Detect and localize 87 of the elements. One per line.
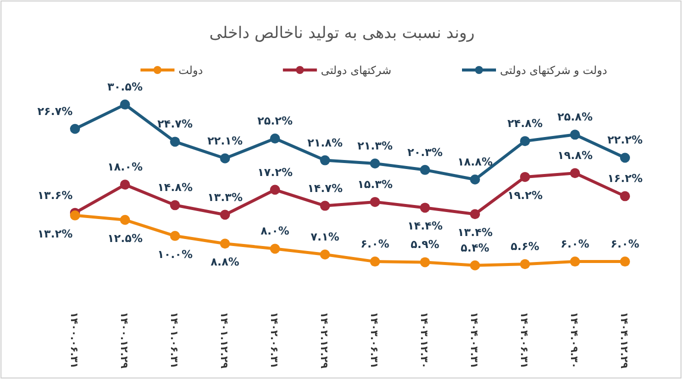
point bbox=[220, 153, 230, 164]
data-label: ۱۴.۷% bbox=[307, 182, 343, 195]
data-label: ۱۴.۴% bbox=[407, 220, 443, 233]
x-tick-label: ۱۴۰۴.۰۶.۳۱ bbox=[518, 312, 529, 368]
data-label: ۱۳.۶% bbox=[37, 188, 73, 202]
data-label: ۵.۹% bbox=[410, 238, 440, 252]
point bbox=[270, 244, 280, 254]
data-label: ۱۸.۰% bbox=[107, 160, 143, 174]
point bbox=[520, 259, 530, 270]
point bbox=[520, 172, 530, 182]
data-label: ۱۹.۸% bbox=[557, 149, 593, 162]
point bbox=[520, 136, 530, 146]
point bbox=[620, 256, 630, 267]
point bbox=[470, 209, 480, 220]
data-label: ۲۴.۸% bbox=[507, 117, 543, 130]
data-label: ۲۵.۸% bbox=[557, 110, 593, 124]
point bbox=[470, 174, 480, 185]
point bbox=[70, 124, 80, 134]
legend-label: شرکتهای دولتی bbox=[320, 64, 392, 77]
point bbox=[420, 257, 430, 268]
data-label: ۲۴.۷% bbox=[157, 118, 193, 131]
data-label: ۱۰.۰% bbox=[157, 248, 193, 261]
data-label: ۲۲.۲% bbox=[607, 134, 643, 147]
data-label: ۵.۶% bbox=[510, 240, 540, 254]
point bbox=[270, 134, 280, 144]
x-tick-label: ۱۴۰۳.۰۶.۳۱ bbox=[368, 312, 379, 368]
x-tick-label: ۱۴۰۲.۱۲.۲۹ bbox=[318, 312, 329, 368]
data-label: ۷.۱% bbox=[310, 230, 340, 244]
point bbox=[320, 200, 330, 211]
point bbox=[120, 180, 130, 190]
x-tick-label: ۱۴۰۲.۰۶.۳۱ bbox=[268, 312, 279, 368]
chart-title: روند نسبت بدهی به تولید ناخالص داخلی bbox=[209, 23, 475, 42]
data-label: ۸.۰% bbox=[260, 224, 290, 238]
data-label: ۱۶.۲% bbox=[607, 172, 643, 186]
data-label: ۱۳.۴% bbox=[457, 226, 493, 240]
point bbox=[320, 155, 330, 166]
point bbox=[420, 164, 430, 175]
point bbox=[170, 136, 180, 147]
data-label: ۸.۸% bbox=[210, 256, 240, 269]
point bbox=[370, 196, 380, 207]
point bbox=[270, 184, 280, 195]
x-tick-label: ۱۴۰۳.۱۲.۳۰ bbox=[418, 312, 429, 368]
point bbox=[120, 214, 130, 225]
x-tick-label: ۱۴۰۰.۱۲.۲۹ bbox=[118, 312, 129, 368]
point bbox=[570, 130, 580, 140]
data-label: ۱۳.۲% bbox=[37, 227, 73, 240]
point bbox=[170, 200, 180, 210]
data-label: ۱۷.۲% bbox=[257, 166, 293, 179]
point bbox=[570, 256, 580, 267]
point bbox=[120, 100, 130, 110]
point bbox=[470, 260, 480, 270]
data-label: ۱۲.۵% bbox=[107, 232, 143, 245]
point bbox=[370, 158, 380, 168]
legend-label: دولت و شرکتهای دولتی bbox=[500, 64, 608, 77]
legend-label: دولت bbox=[178, 64, 203, 77]
x-tick-label: ۱۴۰۴.۰۹.۳۰ bbox=[568, 312, 579, 368]
x-tick-label: ۱۴۰۴.۱۲.۲۹ bbox=[618, 312, 629, 368]
data-label: ۳۰.۵% bbox=[107, 80, 143, 94]
data-label: ۱۸.۸% bbox=[457, 156, 493, 169]
data-label: ۲۱.۸% bbox=[307, 136, 343, 150]
data-label: ۲۰.۳% bbox=[407, 146, 443, 159]
data-label: ۶.۰% bbox=[560, 238, 590, 251]
data-label: ۱۹.۲% bbox=[507, 188, 543, 202]
data-label: ۱۴.۸% bbox=[157, 181, 193, 194]
x-tick-label: ۱۴۰۱.۰۶.۳۱ bbox=[168, 312, 179, 368]
x-tick-label: ۱۴۰۰.۰۶.۳۱ bbox=[68, 312, 79, 368]
data-label: ۶.۰% bbox=[360, 238, 390, 251]
data-label: ۱۳.۳% bbox=[207, 190, 243, 204]
point bbox=[320, 250, 330, 260]
data-label: ۶.۰% bbox=[610, 238, 640, 251]
x-tick-label: ۱۴۰۴.۰۳.۳۱ bbox=[468, 312, 479, 368]
point bbox=[70, 210, 80, 220]
x-tick-label: ۱۴۰۱.۱۲.۲۹ bbox=[218, 312, 229, 368]
point bbox=[570, 168, 580, 178]
point bbox=[220, 238, 230, 249]
point bbox=[170, 230, 180, 241]
point bbox=[420, 202, 430, 213]
data-label: ۲۵.۲% bbox=[257, 114, 293, 128]
data-label: ۲۲.۱% bbox=[207, 134, 243, 148]
data-label: ۲۱.۳% bbox=[357, 140, 393, 152]
data-label: ۲۶.۷% bbox=[37, 104, 73, 118]
point bbox=[620, 152, 630, 163]
point bbox=[220, 210, 230, 220]
data-label: ۱۵.۳% bbox=[357, 178, 393, 191]
point bbox=[620, 191, 630, 202]
data-label: ۵.۴% bbox=[460, 241, 490, 254]
point bbox=[370, 256, 380, 267]
